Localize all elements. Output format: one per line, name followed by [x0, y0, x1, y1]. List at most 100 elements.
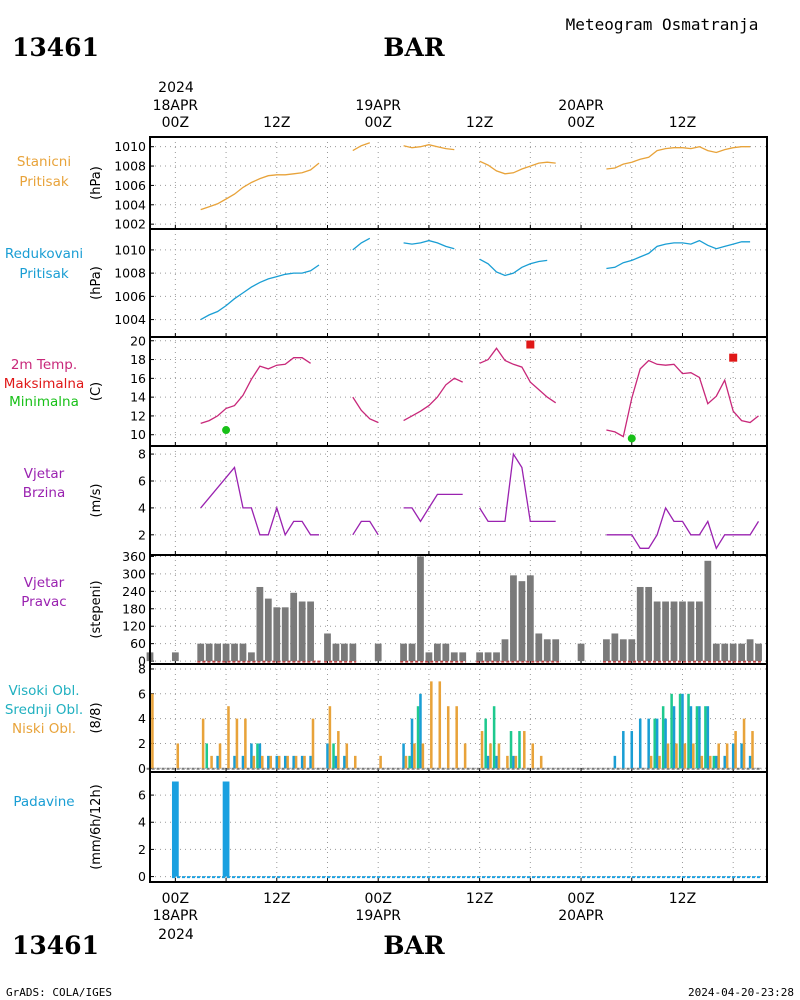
time-label-top: 20APR	[558, 98, 604, 114]
data-bar	[543, 639, 551, 662]
cloud-bar	[708, 755, 712, 769]
y-tick-label: 4	[138, 711, 146, 726]
cloud-bar	[689, 706, 693, 769]
cloud-bar	[653, 718, 656, 769]
data-bar	[721, 643, 729, 662]
data-bar	[341, 643, 348, 662]
cloud-bar	[332, 743, 335, 769]
cloud-bar	[698, 706, 701, 769]
data-bar	[459, 652, 467, 662]
data-bar	[679, 601, 686, 662]
series-line	[403, 239, 455, 250]
panel-label: Vjetar	[24, 466, 65, 482]
cloud-bar	[343, 755, 346, 769]
cloud-bar	[658, 755, 661, 769]
cloud-bar	[210, 755, 213, 769]
data-bar	[197, 643, 205, 662]
cloud-bar	[416, 706, 420, 769]
panel-padavine: 0 2 4 6 (mm/6h/12h) Padavine	[13, 771, 768, 884]
series-line	[606, 506, 760, 550]
y-tick-label: 2	[138, 842, 146, 857]
y-axis-unit: (m/s)	[89, 484, 104, 518]
time-label-bottom: 00Z	[567, 891, 594, 907]
cloud-bar	[630, 731, 634, 769]
cloud-bar	[267, 755, 270, 769]
footer-right: 2024-04-20-23:28	[688, 986, 794, 999]
panel-frame	[149, 771, 768, 883]
data-bar	[526, 575, 534, 662]
cloud-bar	[523, 731, 526, 769]
cloud-bar	[334, 755, 338, 769]
panel-label: Pritisak	[19, 174, 69, 190]
cloud-bar	[687, 693, 690, 769]
y-tick-label: 60	[130, 636, 146, 651]
cloud-bar	[681, 693, 684, 769]
cloud-bar	[715, 755, 718, 769]
cloud-bar	[421, 743, 425, 769]
cloud-bar	[430, 681, 433, 769]
cloud-bar	[518, 731, 521, 769]
data-bar	[510, 575, 517, 662]
time-label-top: 18APR	[153, 98, 199, 114]
panel-redukovani: 1004 1006 1008 1010 (hPa) Redukovani Pritisak	[5, 228, 768, 338]
cloud-bar	[261, 755, 264, 769]
y-tick-label: 6	[138, 686, 146, 701]
cloud-bar	[712, 755, 716, 769]
y-tick-label: 6	[138, 473, 146, 488]
panel-frame	[149, 445, 768, 556]
data-bar	[484, 652, 492, 662]
series-line	[200, 466, 319, 537]
y-tick-label: 300	[122, 566, 146, 581]
y-axis-unit: (C)	[89, 382, 104, 401]
cloud-bar	[495, 755, 498, 769]
time-label-bottom: 20APR	[558, 908, 604, 924]
data-bar	[442, 643, 450, 662]
y-tick-label: 1010	[114, 139, 146, 154]
panel-label: Stanicni	[17, 154, 71, 170]
panel-label: Minimalna	[9, 394, 79, 410]
data-bar	[662, 601, 669, 662]
cloud-bar	[413, 743, 416, 769]
cloud-bar	[410, 718, 414, 769]
panel-label: Pravac	[21, 594, 66, 610]
panel-pravac: 0 60 120 180 240 300 360 (stepeni) Vjetar Pravac	[21, 549, 768, 669]
series-line	[479, 347, 557, 404]
cloud-bar	[244, 718, 247, 769]
cloud-bar	[706, 706, 710, 769]
cloud-bar	[277, 755, 281, 769]
time-label-top: 12Z	[669, 115, 696, 131]
cloud-bar	[404, 755, 408, 769]
cloud-bar	[678, 693, 682, 769]
cloud-bar	[672, 706, 676, 769]
data-bar	[653, 601, 661, 662]
series-line	[403, 144, 455, 151]
cloud-bar	[337, 731, 340, 769]
cloud-bar	[402, 743, 405, 769]
y-tick-label: 1006	[114, 178, 146, 193]
cloud-bar	[512, 755, 515, 769]
cloud-bar	[704, 706, 707, 769]
min-temp-marker	[627, 434, 636, 443]
data-bar	[256, 586, 264, 662]
cloud-bar	[692, 743, 695, 769]
cloud-bar	[613, 755, 617, 769]
data-bar	[704, 560, 712, 662]
cloud-bar	[683, 743, 687, 769]
time-label-bottom: 00Z	[365, 891, 392, 907]
data-bar	[417, 556, 424, 662]
cloud-bar	[233, 755, 236, 769]
cloud-bar	[700, 755, 704, 769]
data-bar	[712, 643, 720, 662]
cloud-bar	[740, 743, 743, 769]
cloud-bar	[695, 706, 699, 769]
data-bar	[425, 652, 433, 662]
data-bar	[611, 633, 619, 662]
data-bar	[222, 643, 230, 662]
cloud-bar	[463, 743, 467, 769]
time-label-bottom: 19APR	[355, 908, 401, 924]
series-line	[479, 258, 548, 277]
cloud-bar	[742, 718, 746, 769]
y-axis-unit: (hPa)	[89, 266, 104, 300]
cloud-bar	[201, 718, 205, 769]
